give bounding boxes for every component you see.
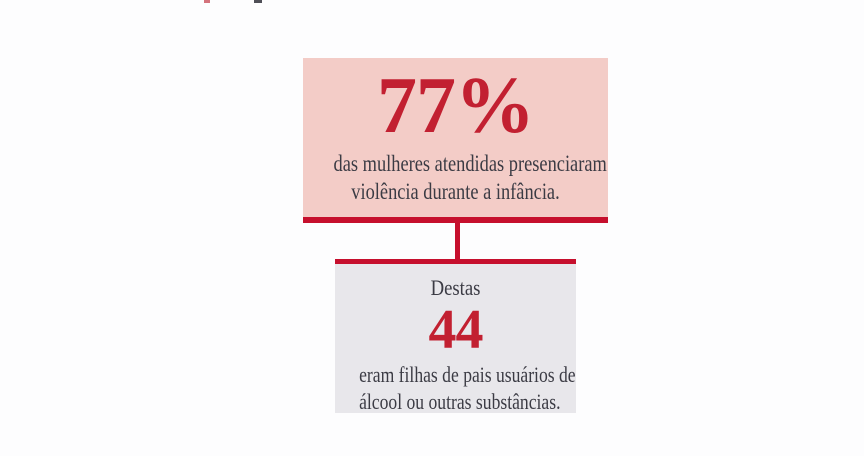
caption-line-2: violência durante a infância. — [351, 178, 560, 204]
stat-caption-daughters: eram filhas de pais usuários de álcool o… — [359, 362, 576, 415]
cropped-text-artifact-red — [204, 0, 210, 3]
caption-line-1: das mulheres atendidas presenciaram — [333, 151, 607, 176]
stat-card-daughters-substance-users: Destas 44 eram filhas de pais usuários d… — [335, 259, 576, 415]
stat-caption-witnessed-violence: das mulheres atendidas presenciaram viol… — [334, 150, 607, 205]
connector-line — [455, 223, 460, 261]
stat-card-witnessed-violence: 77% das mulheres atendidas presenciaram … — [303, 58, 608, 223]
stat-value-44: 44 — [428, 299, 484, 362]
caption-line-2: álcool ou outras substâncias. — [359, 388, 561, 414]
cropped-text-artifact-dark — [254, 0, 262, 3]
caption-line-1: eram filhas de pais usuários de — [359, 362, 576, 388]
stat-intro-label: Destas — [430, 275, 481, 300]
stat-value-77-percent: 77% — [377, 62, 535, 150]
